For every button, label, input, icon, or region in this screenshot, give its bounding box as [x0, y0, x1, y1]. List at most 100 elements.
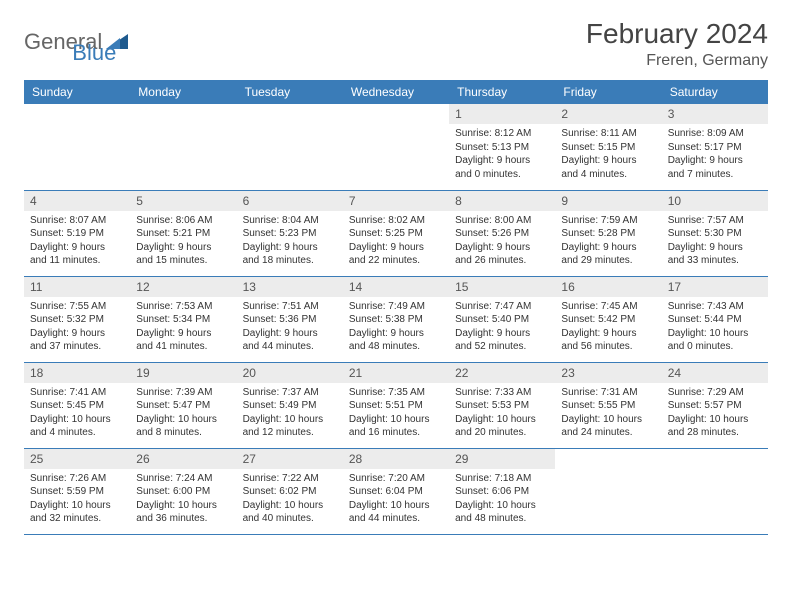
calendar-day-cell: 19Sunrise: 7:39 AMSunset: 5:47 PMDayligh…	[130, 362, 236, 448]
day-details: Sunrise: 7:33 AMSunset: 5:53 PMDaylight:…	[449, 383, 555, 444]
calendar-body: 1Sunrise: 8:12 AMSunset: 5:13 PMDaylight…	[24, 104, 768, 534]
day-number: 20	[237, 363, 343, 383]
day-number: 2	[555, 104, 661, 124]
day-number: 1	[449, 104, 555, 124]
month-title: February 2024	[586, 18, 768, 50]
day-details: Sunrise: 7:26 AMSunset: 5:59 PMDaylight:…	[24, 469, 130, 530]
brand-logo: General Blue	[24, 18, 116, 66]
day-details: Sunrise: 7:37 AMSunset: 5:49 PMDaylight:…	[237, 383, 343, 444]
calendar-day-cell: 14Sunrise: 7:49 AMSunset: 5:38 PMDayligh…	[343, 276, 449, 362]
day-details: Sunrise: 7:45 AMSunset: 5:42 PMDaylight:…	[555, 297, 661, 358]
day-details: Sunrise: 7:35 AMSunset: 5:51 PMDaylight:…	[343, 383, 449, 444]
calendar-day-cell: 29Sunrise: 7:18 AMSunset: 6:06 PMDayligh…	[449, 448, 555, 534]
day-details: Sunrise: 8:00 AMSunset: 5:26 PMDaylight:…	[449, 211, 555, 272]
day-number: 24	[662, 363, 768, 383]
day-number: 17	[662, 277, 768, 297]
weekday-header: Sunday	[24, 80, 130, 104]
day-number: 8	[449, 191, 555, 211]
day-details: Sunrise: 7:20 AMSunset: 6:04 PMDaylight:…	[343, 469, 449, 530]
day-details: Sunrise: 8:11 AMSunset: 5:15 PMDaylight:…	[555, 124, 661, 185]
calendar-empty-cell	[662, 448, 768, 534]
calendar-day-cell: 27Sunrise: 7:22 AMSunset: 6:02 PMDayligh…	[237, 448, 343, 534]
calendar-day-cell: 1Sunrise: 8:12 AMSunset: 5:13 PMDaylight…	[449, 104, 555, 190]
day-details: Sunrise: 7:53 AMSunset: 5:34 PMDaylight:…	[130, 297, 236, 358]
calendar-day-cell: 5Sunrise: 8:06 AMSunset: 5:21 PMDaylight…	[130, 190, 236, 276]
weekday-header: Wednesday	[343, 80, 449, 104]
day-number: 25	[24, 449, 130, 469]
calendar-day-cell: 11Sunrise: 7:55 AMSunset: 5:32 PMDayligh…	[24, 276, 130, 362]
day-details: Sunrise: 7:31 AMSunset: 5:55 PMDaylight:…	[555, 383, 661, 444]
day-number: 28	[343, 449, 449, 469]
day-details: Sunrise: 7:51 AMSunset: 5:36 PMDaylight:…	[237, 297, 343, 358]
calendar-empty-cell	[555, 448, 661, 534]
day-details: Sunrise: 8:02 AMSunset: 5:25 PMDaylight:…	[343, 211, 449, 272]
day-details: Sunrise: 7:22 AMSunset: 6:02 PMDaylight:…	[237, 469, 343, 530]
brand-part2: Blue	[72, 40, 116, 66]
calendar-day-cell: 25Sunrise: 7:26 AMSunset: 5:59 PMDayligh…	[24, 448, 130, 534]
calendar-day-cell: 7Sunrise: 8:02 AMSunset: 5:25 PMDaylight…	[343, 190, 449, 276]
day-details: Sunrise: 7:49 AMSunset: 5:38 PMDaylight:…	[343, 297, 449, 358]
day-number: 14	[343, 277, 449, 297]
weekday-header: Friday	[555, 80, 661, 104]
day-details: Sunrise: 7:29 AMSunset: 5:57 PMDaylight:…	[662, 383, 768, 444]
day-number: 16	[555, 277, 661, 297]
calendar-day-cell: 16Sunrise: 7:45 AMSunset: 5:42 PMDayligh…	[555, 276, 661, 362]
day-number: 12	[130, 277, 236, 297]
day-details: Sunrise: 8:07 AMSunset: 5:19 PMDaylight:…	[24, 211, 130, 272]
day-details: Sunrise: 8:04 AMSunset: 5:23 PMDaylight:…	[237, 211, 343, 272]
calendar-day-cell: 17Sunrise: 7:43 AMSunset: 5:44 PMDayligh…	[662, 276, 768, 362]
page-header: General Blue February 2024 Freren, Germa…	[24, 18, 768, 70]
calendar-row: 18Sunrise: 7:41 AMSunset: 5:45 PMDayligh…	[24, 362, 768, 448]
day-details: Sunrise: 7:55 AMSunset: 5:32 PMDaylight:…	[24, 297, 130, 358]
day-number: 27	[237, 449, 343, 469]
day-number: 26	[130, 449, 236, 469]
weekday-header: Saturday	[662, 80, 768, 104]
day-number: 9	[555, 191, 661, 211]
calendar-day-cell: 3Sunrise: 8:09 AMSunset: 5:17 PMDaylight…	[662, 104, 768, 190]
weekday-header: Tuesday	[237, 80, 343, 104]
calendar-day-cell: 18Sunrise: 7:41 AMSunset: 5:45 PMDayligh…	[24, 362, 130, 448]
day-details: Sunrise: 7:41 AMSunset: 5:45 PMDaylight:…	[24, 383, 130, 444]
day-number: 18	[24, 363, 130, 383]
day-number: 29	[449, 449, 555, 469]
day-number: 7	[343, 191, 449, 211]
day-number: 23	[555, 363, 661, 383]
weekday-header: Thursday	[449, 80, 555, 104]
day-number: 5	[130, 191, 236, 211]
day-details: Sunrise: 7:59 AMSunset: 5:28 PMDaylight:…	[555, 211, 661, 272]
calendar-day-cell: 24Sunrise: 7:29 AMSunset: 5:57 PMDayligh…	[662, 362, 768, 448]
day-number: 21	[343, 363, 449, 383]
day-details: Sunrise: 8:09 AMSunset: 5:17 PMDaylight:…	[662, 124, 768, 185]
calendar-empty-cell	[130, 104, 236, 190]
calendar-day-cell: 2Sunrise: 8:11 AMSunset: 5:15 PMDaylight…	[555, 104, 661, 190]
day-details: Sunrise: 7:18 AMSunset: 6:06 PMDaylight:…	[449, 469, 555, 530]
day-number: 6	[237, 191, 343, 211]
calendar-day-cell: 12Sunrise: 7:53 AMSunset: 5:34 PMDayligh…	[130, 276, 236, 362]
day-number: 11	[24, 277, 130, 297]
day-number: 19	[130, 363, 236, 383]
calendar-header-row: SundayMondayTuesdayWednesdayThursdayFrid…	[24, 80, 768, 104]
location-label: Freren, Germany	[586, 52, 768, 70]
day-number: 13	[237, 277, 343, 297]
calendar-row: 11Sunrise: 7:55 AMSunset: 5:32 PMDayligh…	[24, 276, 768, 362]
calendar-day-cell: 26Sunrise: 7:24 AMSunset: 6:00 PMDayligh…	[130, 448, 236, 534]
day-number: 15	[449, 277, 555, 297]
day-number: 10	[662, 191, 768, 211]
day-number: 22	[449, 363, 555, 383]
day-details: Sunrise: 7:39 AMSunset: 5:47 PMDaylight:…	[130, 383, 236, 444]
calendar-row: 1Sunrise: 8:12 AMSunset: 5:13 PMDaylight…	[24, 104, 768, 190]
calendar-day-cell: 21Sunrise: 7:35 AMSunset: 5:51 PMDayligh…	[343, 362, 449, 448]
calendar-day-cell: 4Sunrise: 8:07 AMSunset: 5:19 PMDaylight…	[24, 190, 130, 276]
day-number: 4	[24, 191, 130, 211]
calendar-day-cell: 22Sunrise: 7:33 AMSunset: 5:53 PMDayligh…	[449, 362, 555, 448]
day-details: Sunrise: 7:47 AMSunset: 5:40 PMDaylight:…	[449, 297, 555, 358]
day-details: Sunrise: 8:12 AMSunset: 5:13 PMDaylight:…	[449, 124, 555, 185]
calendar-day-cell: 20Sunrise: 7:37 AMSunset: 5:49 PMDayligh…	[237, 362, 343, 448]
calendar-day-cell: 6Sunrise: 8:04 AMSunset: 5:23 PMDaylight…	[237, 190, 343, 276]
calendar-day-cell: 8Sunrise: 8:00 AMSunset: 5:26 PMDaylight…	[449, 190, 555, 276]
day-details: Sunrise: 7:57 AMSunset: 5:30 PMDaylight:…	[662, 211, 768, 272]
calendar-table: SundayMondayTuesdayWednesdayThursdayFrid…	[24, 80, 768, 535]
calendar-empty-cell	[24, 104, 130, 190]
day-number: 3	[662, 104, 768, 124]
calendar-row: 4Sunrise: 8:07 AMSunset: 5:19 PMDaylight…	[24, 190, 768, 276]
